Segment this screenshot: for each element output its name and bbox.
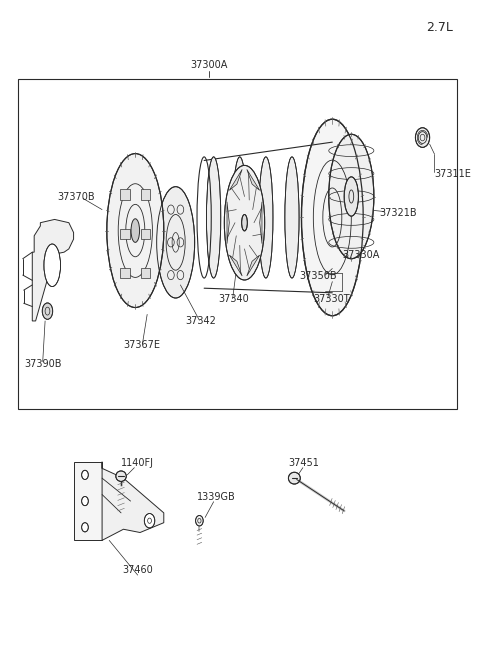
Text: 37340: 37340 — [218, 294, 249, 305]
Text: 37342: 37342 — [185, 316, 216, 326]
Text: 1140FJ: 1140FJ — [121, 458, 154, 468]
Polygon shape — [227, 202, 229, 244]
Text: 37460: 37460 — [122, 565, 153, 575]
Polygon shape — [32, 219, 73, 321]
Bar — [18, 79, 457, 409]
Text: 37321B: 37321B — [380, 208, 418, 218]
Text: 37370B: 37370B — [57, 191, 95, 202]
Ellipse shape — [82, 523, 88, 532]
Text: 37367E: 37367E — [123, 340, 160, 350]
Text: 37451: 37451 — [288, 458, 319, 468]
Polygon shape — [102, 462, 164, 540]
Text: 37311E: 37311E — [434, 168, 471, 179]
Ellipse shape — [285, 157, 299, 278]
Polygon shape — [260, 202, 262, 244]
Text: 1339GB: 1339GB — [197, 492, 235, 502]
Ellipse shape — [288, 472, 300, 484]
Ellipse shape — [82, 470, 88, 479]
Ellipse shape — [82, 496, 88, 506]
Text: 37330T: 37330T — [313, 294, 350, 305]
Ellipse shape — [107, 154, 164, 308]
Ellipse shape — [329, 134, 374, 259]
Bar — [73, 462, 102, 540]
Ellipse shape — [233, 157, 247, 278]
Ellipse shape — [116, 471, 126, 481]
Polygon shape — [229, 255, 242, 276]
Ellipse shape — [144, 514, 155, 528]
Ellipse shape — [131, 219, 140, 242]
Bar — [141, 229, 151, 239]
Ellipse shape — [344, 177, 359, 216]
Bar — [141, 189, 151, 200]
Text: 37330A: 37330A — [342, 250, 379, 261]
Ellipse shape — [206, 157, 221, 278]
Polygon shape — [229, 170, 242, 191]
Ellipse shape — [241, 215, 247, 231]
Text: 37350B: 37350B — [299, 271, 336, 282]
Text: 2.7L: 2.7L — [427, 21, 454, 34]
Text: 37390B: 37390B — [24, 358, 62, 369]
Ellipse shape — [224, 165, 264, 280]
Polygon shape — [247, 170, 260, 191]
Ellipse shape — [301, 119, 363, 316]
Text: 37300A: 37300A — [190, 60, 228, 70]
Ellipse shape — [42, 303, 53, 320]
Bar — [120, 189, 130, 200]
Ellipse shape — [415, 128, 430, 147]
Ellipse shape — [44, 244, 60, 287]
Ellipse shape — [195, 515, 203, 526]
Bar — [120, 229, 130, 239]
Bar — [141, 268, 151, 278]
Ellipse shape — [156, 187, 195, 298]
Ellipse shape — [259, 157, 273, 278]
Bar — [120, 268, 130, 278]
Polygon shape — [247, 255, 260, 276]
